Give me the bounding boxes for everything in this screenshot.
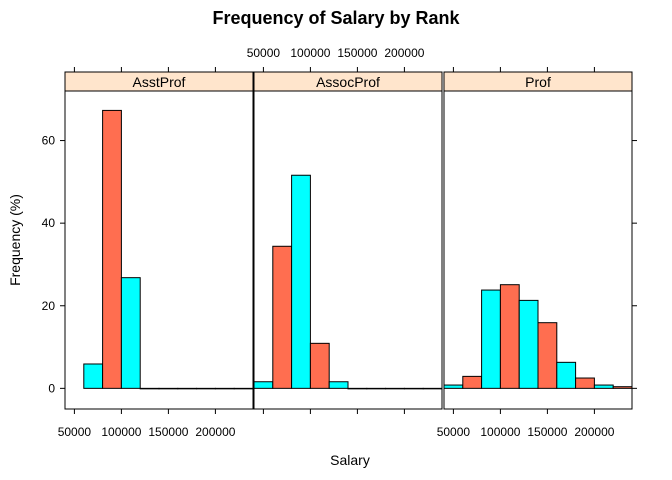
x-axis-title: Salary [330,452,370,468]
strip-label: Prof [525,74,551,90]
bar [347,387,368,390]
bar [481,289,501,389]
bar [253,381,274,389]
bar [328,381,349,389]
bar [272,245,293,389]
bar [462,375,483,389]
x-tick-label: 150000 [148,425,188,439]
strip-label: AsstProf [133,74,186,90]
panel-border [64,90,254,410]
bar [422,387,443,390]
x-tick-label: 150000 [527,425,567,439]
panel-border [253,90,443,410]
bar [499,284,520,389]
bar [612,386,633,389]
bar [196,387,216,390]
bar [102,109,122,389]
bar [593,384,614,389]
bar [537,322,558,389]
bar [518,299,539,389]
bar [139,387,160,390]
y-tick-label: 40 [42,216,56,230]
bar [233,387,254,390]
bar [309,342,330,389]
x-tick-label: 50000 [437,425,471,439]
panel-border [443,90,633,410]
panel-asstprof: AsstProf 50000 100000 150000 200000 [58,67,254,439]
bar [177,387,198,390]
bar [291,174,311,389]
chart-title: Frequency of Salary by Rank [212,8,460,28]
x-tick-label: 100000 [290,46,330,60]
x-tick-label: 100000 [101,425,141,439]
strip-label: AssocProf [316,74,380,90]
bar [120,277,141,389]
x-tick-label: 200000 [574,425,614,439]
bar [556,361,577,389]
x-tick-label: 100000 [480,425,520,439]
bar [403,387,424,390]
bar [83,363,104,389]
bar [385,387,405,390]
x-tick-label: 200000 [384,46,424,60]
x-tick-label: 50000 [247,46,281,60]
bar [443,384,464,389]
x-tick-label: 200000 [195,425,235,439]
bar [214,387,235,390]
bar [575,377,595,389]
x-tick-label: 150000 [337,46,377,60]
bar [158,387,179,390]
y-tick-label: 0 [48,381,55,395]
y-tick-label: 60 [42,134,56,148]
y-tick-label: 20 [42,299,56,313]
panel-prof: Prof 50000 100000 150000 200000 [437,67,633,439]
y-axis-title: Frequency (%) [7,194,23,286]
bar [366,387,387,390]
panel-assocprof: AssocProf 50000 100000 150000 200000 [247,46,443,414]
x-tick-label: 50000 [58,425,92,439]
